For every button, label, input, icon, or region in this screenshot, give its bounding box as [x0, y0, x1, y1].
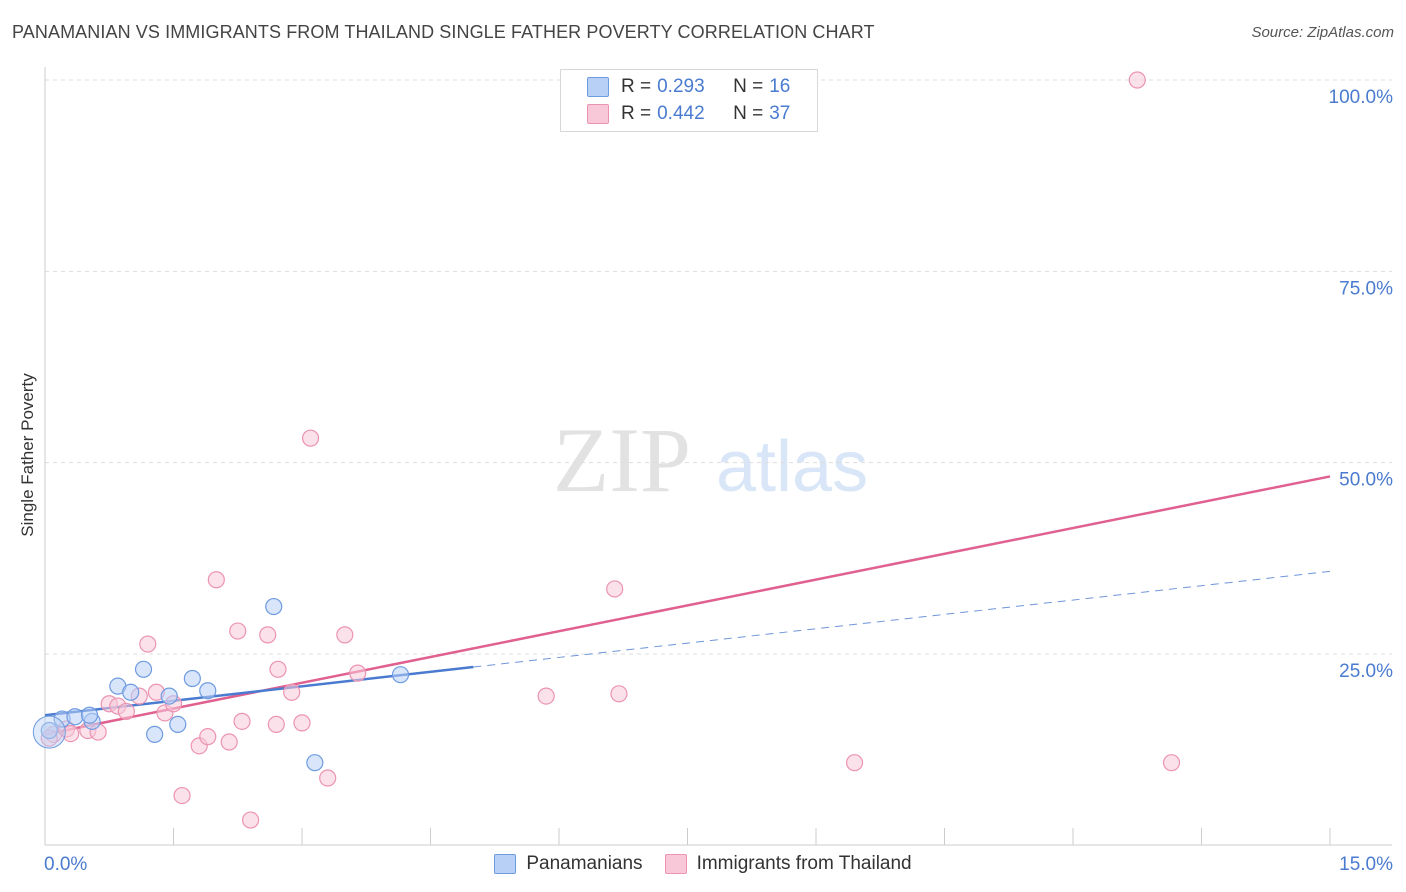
thailand-point	[243, 812, 259, 828]
panamanian-trend-extension	[473, 571, 1330, 667]
n-value: 37	[769, 103, 790, 125]
panamanian-point	[393, 667, 409, 683]
thailand-point	[847, 755, 863, 771]
n-value: 16	[769, 76, 790, 98]
n-label: N =	[733, 103, 763, 125]
thailand-point	[118, 703, 134, 719]
thailand-point	[208, 572, 224, 588]
r-value: 0.293	[657, 76, 727, 98]
panamanian-point	[266, 599, 282, 615]
panamanian-point	[307, 755, 323, 771]
thailand-trend-line	[45, 476, 1330, 734]
n-label: N =	[733, 76, 763, 98]
panamanian-point	[136, 661, 152, 677]
thailand-point	[174, 788, 190, 804]
legend-label-panamanians: Panamanians	[526, 853, 642, 875]
thailand-point	[320, 770, 336, 786]
thailand-point	[260, 627, 276, 643]
trend-lines	[45, 476, 1330, 734]
panamanians-swatch	[494, 854, 516, 874]
panamanian-point	[161, 688, 177, 704]
panamanians-swatch	[587, 77, 609, 97]
panamanian-point	[123, 684, 139, 700]
thailand-point	[1164, 755, 1180, 771]
thailand-point	[200, 729, 216, 745]
thailand-point	[294, 715, 310, 731]
thailand-point	[230, 623, 246, 639]
legend-item-thailand[interactable]: Immigrants from Thailand	[665, 853, 912, 875]
thailand-point	[350, 665, 366, 681]
thailand-swatch	[665, 854, 687, 874]
y-tick-label: 50.0%	[1339, 470, 1393, 491]
watermark: ZIP atlas	[553, 409, 868, 511]
y-tick-label: 100.0%	[1329, 87, 1394, 108]
thailand-point	[337, 627, 353, 643]
panamanian-point	[67, 709, 83, 725]
panamanian-point-cluster	[33, 716, 65, 748]
thailand-point	[270, 661, 286, 677]
stats-legend: R = 0.293 N = 16 R = 0.442 N = 37	[560, 69, 818, 132]
r-label: R =	[621, 76, 651, 98]
y-tick-label: 75.0%	[1339, 278, 1393, 299]
series-legend: Panamanians Immigrants from Thailand	[0, 851, 1406, 877]
thailand-point	[1129, 72, 1145, 88]
thailand-point	[140, 636, 156, 652]
thailand-point	[284, 684, 300, 700]
thailand-point	[221, 734, 237, 750]
thailand-point	[611, 686, 627, 702]
watermark-zip: ZIP	[553, 409, 691, 511]
watermark-atlas: atlas	[716, 427, 868, 507]
thailand-point	[303, 430, 319, 446]
panamanian-point	[170, 716, 186, 732]
panamanian-point	[82, 707, 98, 723]
panamanian-point	[184, 670, 200, 686]
stats-row-thailand: R = 0.442 N = 37	[587, 102, 790, 126]
y-tick-label: 25.0%	[1339, 661, 1393, 682]
grid-lines	[45, 80, 1392, 654]
panamanian-point	[147, 726, 163, 742]
thailand-point	[607, 581, 623, 597]
thailand-swatch	[587, 104, 609, 124]
scatter-chart: ZIP atlas 25.0%50.0%75.0%100.0%0.0% 15.0%	[0, 0, 1406, 892]
r-value: 0.442	[657, 103, 727, 125]
thailand-point	[234, 713, 250, 729]
legend-label-thailand: Immigrants from Thailand	[697, 853, 912, 875]
legend-item-panamanians[interactable]: Panamanians	[494, 853, 642, 875]
r-label: R =	[621, 103, 651, 125]
thailand-point	[538, 688, 554, 704]
thailand-point	[268, 716, 284, 732]
stats-row-panamanians: R = 0.293 N = 16	[587, 75, 790, 99]
panamanian-point	[200, 683, 216, 699]
